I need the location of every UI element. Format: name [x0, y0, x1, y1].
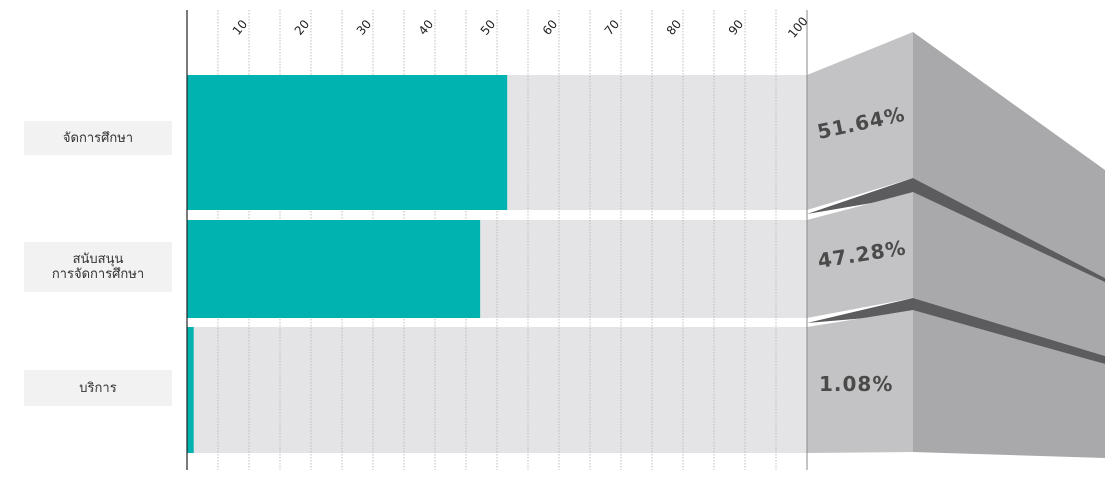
- category-label-0-text: จัดการศึกษา: [62, 130, 134, 146]
- block-3d-group: [807, 32, 1105, 458]
- category-label-1-text: สนับสนุน การจัดการศึกษา: [51, 252, 145, 282]
- block-side-2: [913, 310, 1105, 458]
- block-side-1: [913, 192, 1105, 356]
- value-label-2: 1.08%: [819, 372, 893, 396]
- block-face-1: [807, 192, 913, 318]
- tick-label-90: 90: [726, 17, 747, 38]
- bar-track-2: [187, 327, 807, 453]
- block-side-0: [913, 32, 1105, 278]
- tick-label-30: 30: [354, 17, 375, 38]
- category-label-0: จัดการศึกษา: [24, 121, 172, 155]
- category-label-1: สนับสนุน การจัดการศึกษา: [24, 242, 172, 292]
- block-face-2: [807, 310, 913, 453]
- category-label-2: บริการ: [24, 370, 172, 406]
- bar-1: [187, 220, 481, 318]
- bar-group: [187, 75, 508, 453]
- tick-label-70: 70: [602, 17, 623, 38]
- block-face-0: [807, 32, 913, 210]
- tick-label-60: 60: [540, 17, 561, 38]
- bar-2: [187, 327, 194, 453]
- tick-label-40: 40: [416, 17, 437, 38]
- tick-label-50: 50: [478, 17, 499, 38]
- tick-label-80: 80: [664, 17, 685, 38]
- category-label-2-text: บริการ: [79, 380, 117, 396]
- tick-label-10: 10: [230, 17, 251, 38]
- block-shadow-1: [807, 298, 1105, 364]
- tick-label-20: 20: [292, 17, 313, 38]
- bar-0: [187, 75, 508, 210]
